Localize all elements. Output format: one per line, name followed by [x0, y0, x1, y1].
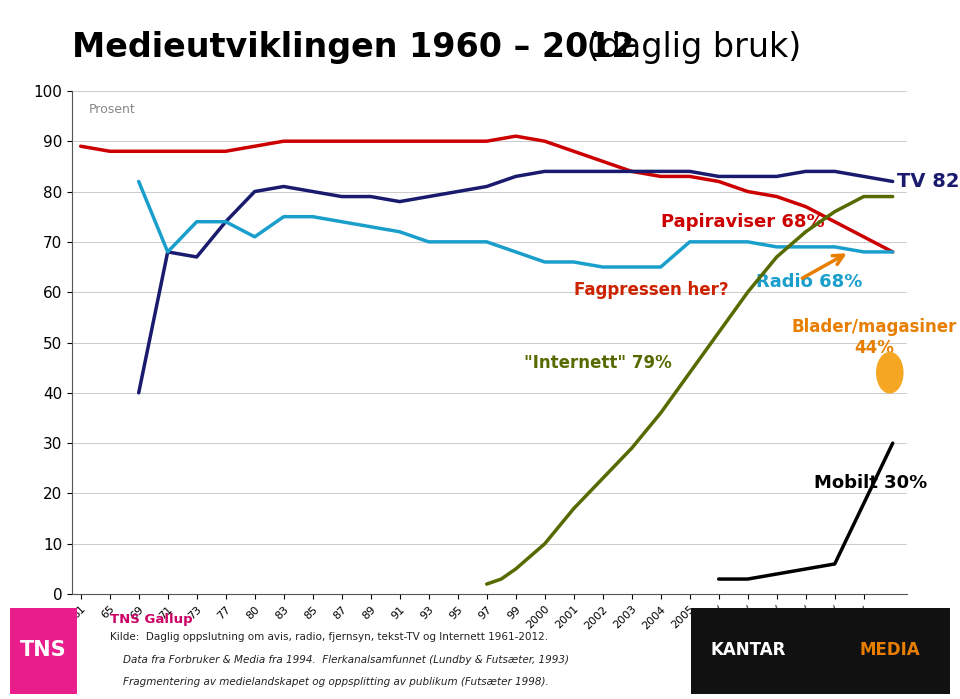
FancyBboxPatch shape [691, 608, 950, 694]
Text: Radio 68%: Radio 68% [756, 273, 863, 291]
Text: TV 82%: TV 82% [897, 172, 960, 191]
Text: Fragmentering av medielandskapet og oppsplitting av publikum (Futsæter 1998).: Fragmentering av medielandskapet og opps… [110, 677, 549, 688]
Text: Data fra Forbruker & Media fra 1994.  Flerkanalsamfunnet (Lundby & Futsæter, 199: Data fra Forbruker & Media fra 1994. Fle… [110, 655, 569, 665]
Text: (daglig bruk): (daglig bruk) [576, 31, 802, 64]
Text: Blader/magasiner
44%: Blader/magasiner 44% [791, 318, 956, 357]
Text: Mobilt 30%: Mobilt 30% [814, 475, 927, 492]
Text: "Internett" 79%: "Internett" 79% [524, 354, 672, 372]
Text: TNS: TNS [20, 640, 66, 660]
Text: KANTAR: KANTAR [710, 641, 786, 659]
Text: Kilde:  Daglig oppslutning om avis, radio, fjernsyn, tekst-TV og Internett 1961-: Kilde: Daglig oppslutning om avis, radio… [110, 633, 548, 642]
Text: TNS Gallup: TNS Gallup [110, 613, 193, 626]
Text: Fagpressen her?: Fagpressen her? [574, 281, 729, 298]
Text: Papiraviser 68%: Papiraviser 68% [660, 212, 825, 231]
Text: Prosent: Prosent [88, 103, 135, 117]
Text: Medieutviklingen 1960 – 2012: Medieutviklingen 1960 – 2012 [72, 31, 635, 64]
Text: MEDIA: MEDIA [859, 641, 920, 659]
FancyBboxPatch shape [10, 608, 77, 694]
Ellipse shape [876, 352, 902, 393]
